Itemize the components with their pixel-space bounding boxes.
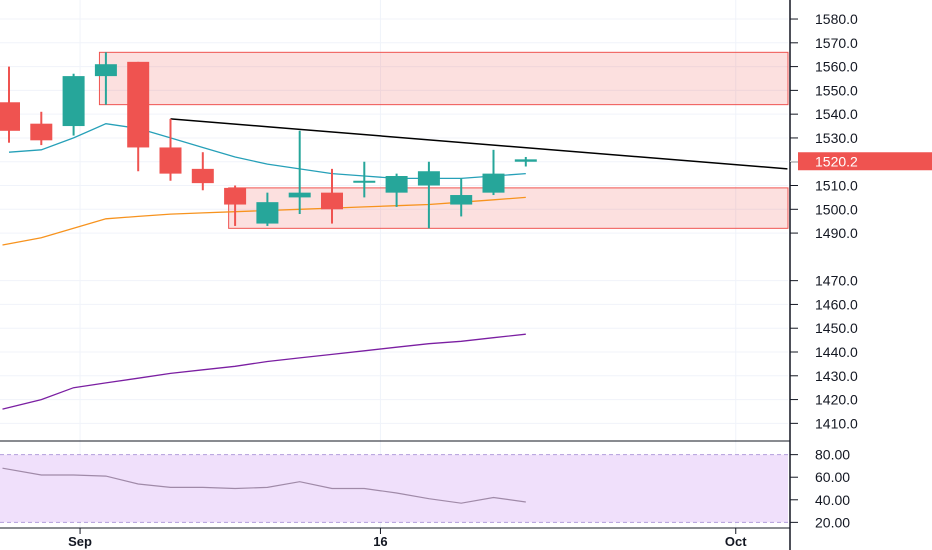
- candle-body: [288, 192, 311, 198]
- candle: [353, 161, 376, 198]
- zone-box-0: [98, 51, 789, 106]
- candle-body: [385, 176, 408, 193]
- candle: [417, 161, 440, 229]
- candle-body: [321, 192, 343, 210]
- candle: [30, 111, 53, 146]
- candle-body: [191, 168, 214, 184]
- osc-tick-label: 80.00: [815, 447, 850, 463]
- y-tick-label: 1530.0: [815, 130, 858, 146]
- candle-body: [0, 102, 20, 131]
- candle: [127, 61, 150, 172]
- price-chart: [0, 51, 789, 410]
- x-tick-label: Oct: [725, 534, 747, 549]
- y-tick-label: 1440.0: [815, 344, 858, 360]
- candle-body: [224, 187, 247, 205]
- zone-box-1: [228, 187, 789, 229]
- candle-body: [353, 180, 376, 183]
- candle-body: [30, 123, 53, 141]
- x-tick-label: Sep: [68, 534, 92, 549]
- candle: [256, 192, 279, 226]
- y-tick-label: 1410.0: [815, 415, 858, 431]
- candle: [0, 66, 20, 143]
- candle-body: [256, 202, 279, 224]
- candle-body: [417, 171, 440, 186]
- candle-body: [450, 195, 473, 205]
- y-tick-label: 1470.0: [815, 273, 858, 289]
- candle: [385, 173, 408, 207]
- y-tick-label: 1550.0: [815, 82, 858, 98]
- y-tick-label: 1580.0: [815, 11, 858, 27]
- candle: [321, 168, 343, 224]
- x-tick-label: 16: [373, 534, 387, 549]
- candle-body: [127, 61, 150, 148]
- candle: [191, 152, 214, 191]
- candle: [450, 178, 473, 217]
- ma-short-line: [8, 123, 526, 180]
- current-price-badge: [798, 152, 932, 171]
- candle-body: [514, 159, 537, 162]
- y-tick-label: 1460.0: [815, 296, 858, 312]
- y-tick-label: 1570.0: [815, 35, 858, 51]
- candle-body: [482, 173, 505, 193]
- candle: [224, 185, 247, 226]
- candle: [482, 149, 505, 196]
- osc-tick-label: 60.00: [815, 469, 850, 485]
- current-price-label: 1520.2: [815, 153, 858, 169]
- y-tick-label: 1510.0: [815, 178, 858, 194]
- osc-tick-label: 40.00: [815, 492, 850, 508]
- osc-tick-label: 20.00: [815, 514, 850, 530]
- candle-body: [159, 147, 182, 174]
- candle-body: [62, 76, 85, 127]
- candle: [62, 73, 85, 136]
- y-tick-label: 1430.0: [815, 368, 858, 384]
- y-tick-label: 1420.0: [815, 392, 858, 408]
- candle: [159, 118, 182, 181]
- y-tick-label: 1560.0: [815, 59, 858, 75]
- trendline: [170, 118, 788, 170]
- oscillator-band: [0, 454, 788, 523]
- oscillator-panel: [0, 454, 788, 523]
- y-tick-label: 1540.0: [815, 106, 858, 122]
- candle: [288, 130, 311, 215]
- y-tick-label: 1490.0: [815, 225, 858, 241]
- y-tick-label: 1450.0: [815, 320, 858, 336]
- oscillator-line: [2, 467, 526, 504]
- ma-long-line: [2, 333, 526, 410]
- candle: [514, 156, 537, 167]
- y-tick-label: 1500.0: [815, 201, 858, 217]
- candle: [94, 52, 117, 105]
- candle-body: [94, 64, 117, 77]
